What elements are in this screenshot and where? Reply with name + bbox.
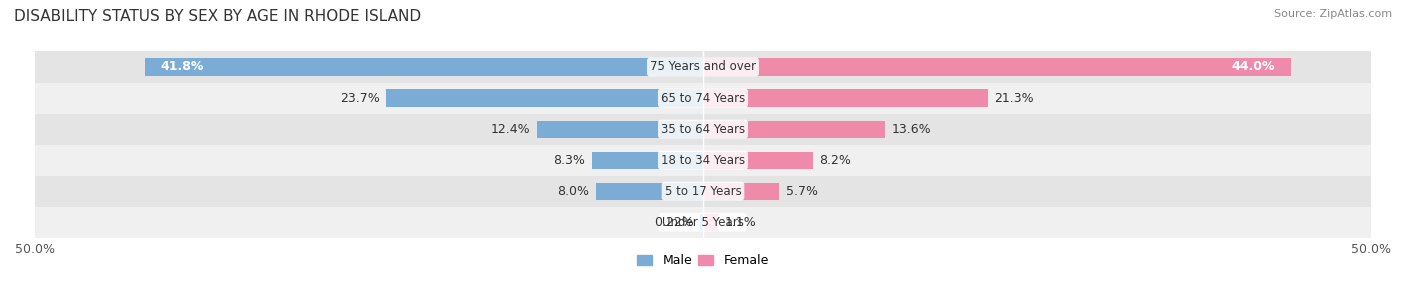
- Text: 8.0%: 8.0%: [557, 185, 589, 198]
- Bar: [35, 176, 1371, 207]
- Text: 8.2%: 8.2%: [820, 154, 851, 167]
- Bar: [537, 120, 703, 138]
- Bar: [35, 145, 1371, 176]
- Bar: [703, 120, 884, 138]
- Text: Under 5 Years: Under 5 Years: [662, 216, 744, 229]
- Text: 44.0%: 44.0%: [1232, 60, 1275, 74]
- Text: 0.22%: 0.22%: [654, 216, 693, 229]
- Text: 1.1%: 1.1%: [724, 216, 756, 229]
- Bar: [703, 89, 987, 107]
- Bar: [703, 183, 779, 200]
- Text: 75 Years and over: 75 Years and over: [650, 60, 756, 74]
- Text: 65 to 74 Years: 65 to 74 Years: [661, 92, 745, 105]
- Bar: [35, 51, 1371, 82]
- Text: 8.3%: 8.3%: [554, 154, 585, 167]
- Bar: [703, 58, 1291, 75]
- Text: 35 to 64 Years: 35 to 64 Years: [661, 123, 745, 136]
- Text: 41.8%: 41.8%: [160, 60, 204, 74]
- Bar: [35, 207, 1371, 238]
- Text: 5 to 17 Years: 5 to 17 Years: [665, 185, 741, 198]
- Text: 5.7%: 5.7%: [786, 185, 818, 198]
- Text: 12.4%: 12.4%: [491, 123, 530, 136]
- Text: 23.7%: 23.7%: [340, 92, 380, 105]
- Bar: [35, 114, 1371, 145]
- Legend: Male, Female: Male, Female: [633, 249, 773, 272]
- Bar: [592, 152, 703, 169]
- Text: 21.3%: 21.3%: [994, 92, 1033, 105]
- Text: 13.6%: 13.6%: [891, 123, 931, 136]
- Bar: [145, 58, 703, 75]
- Bar: [387, 89, 703, 107]
- Bar: [703, 152, 813, 169]
- Text: DISABILITY STATUS BY SEX BY AGE IN RHODE ISLAND: DISABILITY STATUS BY SEX BY AGE IN RHODE…: [14, 9, 422, 24]
- Bar: [703, 214, 717, 231]
- Text: Source: ZipAtlas.com: Source: ZipAtlas.com: [1274, 9, 1392, 19]
- Text: 18 to 34 Years: 18 to 34 Years: [661, 154, 745, 167]
- Bar: [35, 82, 1371, 114]
- Bar: [596, 183, 703, 200]
- Bar: [700, 214, 703, 231]
